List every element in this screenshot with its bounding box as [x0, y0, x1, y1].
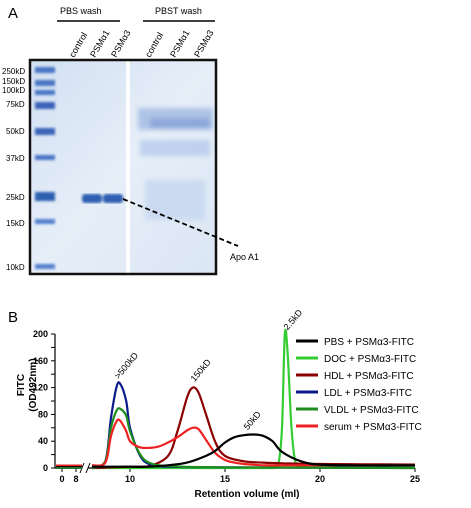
legend-label: HDL + PSMα3-FITC [324, 371, 414, 382]
peak-annotation: >500kD [112, 350, 140, 381]
peak-annotation: 2.5kD [282, 307, 305, 332]
lane-label: PSMα3 [192, 28, 216, 59]
y-tick-label: 80 [38, 409, 48, 419]
chart-annotations: >500kD 150kD 50kD 2.5kD [112, 307, 304, 432]
ladder-band [35, 264, 55, 269]
x-tick-label: 0 [59, 474, 64, 484]
ladder-band [35, 102, 55, 109]
x-axis-label: Retention volume (ml) [194, 489, 299, 500]
marker-label: 10kD [6, 263, 25, 272]
group-label-pbst: PBST wash [155, 6, 202, 16]
lane-label: PSMα1 [168, 28, 192, 59]
smear-region [140, 140, 210, 156]
peak-annotation: 150kD [188, 357, 213, 384]
lane-label: PSMα3 [109, 28, 133, 59]
apoa1-label: Apo A1 [230, 252, 259, 262]
apoa1-pointer [122, 198, 239, 247]
ladder-band [35, 128, 55, 135]
x-tick-label: 20 [315, 474, 325, 484]
legend-label: DOC + PSMα3-FITC [324, 354, 416, 365]
ladder-band [35, 155, 55, 160]
y-axis-label-line2: (OD492nm) [28, 358, 39, 411]
marker-label: 37kD [6, 154, 25, 163]
x-tick-label: 10 [125, 474, 135, 484]
y-tick-label: 160 [33, 356, 48, 366]
band-psma1 [82, 194, 102, 203]
marker-label: 25kD [6, 193, 25, 202]
marker-label: 150kD [2, 77, 25, 86]
gel-image [28, 58, 218, 276]
x-tick-label: 15 [220, 474, 230, 484]
legend-label: VLDL + PSMα3-FITC [324, 405, 419, 416]
series-line [92, 433, 416, 468]
y-tick-label: 0 [43, 463, 48, 473]
y-tick-label: 120 [33, 383, 48, 393]
gel-frame [28, 58, 218, 276]
y-tick-label: 200 [33, 329, 48, 339]
lane-label: control [143, 31, 165, 59]
lane-label: control [67, 31, 89, 59]
gel-background [30, 60, 216, 274]
lane-labels: control PSMα1 PSMα3 control PSMα1 PSMα3 [67, 28, 216, 59]
band-psma3 [103, 194, 123, 203]
marker-label: 15kD [6, 219, 25, 228]
ladder-band [35, 192, 55, 201]
marker-labels: 250kD 150kD 100kD 75kD 50kD 37kD 25kD 15… [2, 67, 25, 272]
ladder-band [35, 80, 55, 86]
x-tick-label: 8 [73, 474, 78, 484]
marker-label: 100kD [2, 86, 25, 95]
apoa1-bands [82, 194, 123, 203]
group-label-pbs: PBS wash [60, 6, 102, 16]
chart-legend: PBS + PSMα3-FITC DOC + PSMα3-FITC HDL + PS… [296, 337, 422, 433]
marker-label: 75kD [6, 100, 25, 109]
ladder-band [35, 67, 55, 73]
chart-series [56, 328, 416, 470]
legend-label: serum + PSMα3-FITC [324, 422, 422, 433]
panel-a-label: A [8, 5, 18, 22]
ladder-band [35, 219, 55, 224]
legend-label: PBS + PSMα3-FITC [324, 337, 414, 348]
marker-label: 250kD [2, 67, 25, 76]
sec-chart: FITC (OD492nm) Retention volume (ml) 0 40… [16, 307, 422, 500]
marker-ladder [35, 67, 55, 269]
pbst-smear [138, 108, 213, 220]
series-line [91, 407, 416, 470]
peak-annotation: 50kD [242, 409, 263, 432]
marker-label: 50kD [6, 127, 25, 136]
smear-region [145, 180, 205, 220]
y-tick-label: 40 [38, 436, 48, 446]
axis-break-mark [85, 462, 91, 474]
panel-b-label: B [8, 309, 18, 326]
smear-band [150, 118, 210, 128]
x-tick-label: 25 [410, 474, 420, 484]
legend-label: LDL + PSMα3-FITC [324, 388, 412, 399]
y-axis-label-line1: FITC [16, 374, 27, 396]
ladder-band [35, 90, 55, 95]
series-line [91, 418, 415, 467]
gel-splice [126, 60, 130, 274]
